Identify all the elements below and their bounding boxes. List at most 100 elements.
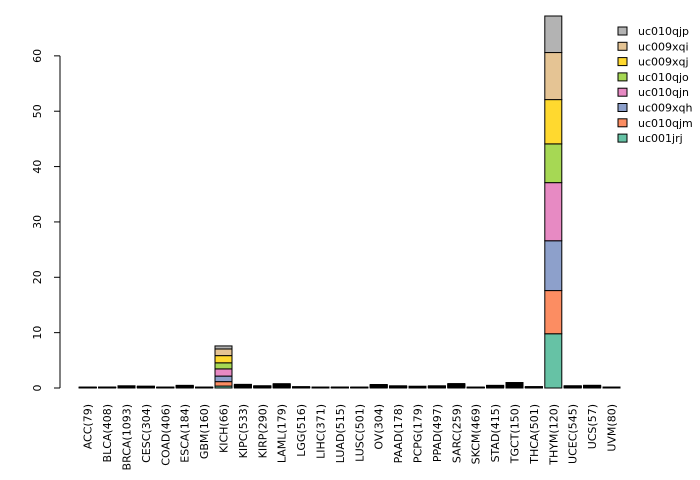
bar-PAAD(178) <box>389 385 408 389</box>
x-tick-label-ESCA(184): ESCA(184) <box>179 404 192 463</box>
y-axis: 0 10 20 30 40 50 60 <box>31 49 61 392</box>
bar-LAML(179) <box>272 383 291 389</box>
bar-UVM(80) <box>602 386 621 389</box>
x-tick-label-UCEC(545): UCEC(545) <box>567 404 580 464</box>
bar-segment-uc010qjo-THYM(120) <box>544 143 563 184</box>
y-tick-label-20: 20 <box>31 270 44 284</box>
bar-segment-uc010qjm-KICH(66) <box>214 381 233 387</box>
legend-label-uc010qjn: uc010qjn <box>638 86 689 99</box>
legend-label-uc009xqi: uc009xqi <box>638 40 689 53</box>
bar-PPAD(497) <box>427 385 446 389</box>
bar-segment-uc009xqi-KICH(66) <box>214 348 233 357</box>
bar-LIHC(371) <box>311 386 330 389</box>
bar-segment-uc010qjp-LAML(179) <box>272 383 291 385</box>
bar-STAD(415) <box>486 384 505 389</box>
legend-swatch-uc010qjn <box>617 87 628 97</box>
legend-swatch-uc009xqj <box>617 57 628 67</box>
x-tick-label-BLCA(408): BLCA(408) <box>101 404 114 462</box>
legend-label-uc010qjp: uc010qjp <box>638 25 689 38</box>
legend-swatch-uc010qjp <box>617 26 628 36</box>
bar-ACC(79) <box>78 386 97 389</box>
y-tick-label-0: 0 <box>31 385 44 392</box>
legend-swatch-uc009xqh <box>617 103 628 112</box>
legend-label-uc009xqh: uc009xqh <box>638 102 693 115</box>
x-tick-label-THCA(501): THCA(501) <box>528 404 541 465</box>
bar-KIRP(290) <box>253 385 272 389</box>
x-tick-label-BRCA(1093): BRCA(1093) <box>121 404 134 470</box>
bar-segment-uc010qjn-THYM(120) <box>544 182 563 242</box>
bar-KIPC(533) <box>233 383 252 389</box>
y-tick-label-40: 40 <box>31 160 44 174</box>
bar-segment-uc010qjm-THYM(120) <box>544 290 563 335</box>
x-tick-label-GBM(160): GBM(160) <box>198 404 211 459</box>
x-tick-label-PAAD(178): PAAD(178) <box>392 404 405 463</box>
x-tick-label-ACC(79): ACC(79) <box>82 404 95 449</box>
bar-COAD(406) <box>156 386 175 389</box>
legend-item-uc009xqh: uc009xqh <box>617 102 693 115</box>
x-tick-label-STAD(415): STAD(415) <box>489 404 502 462</box>
x-tick-label-TGCT(150): TGCT(150) <box>509 404 522 464</box>
x-tick-label-KIPC(533): KIPC(533) <box>237 404 250 458</box>
legend-item-uc010qjp: uc010qjp <box>617 25 689 38</box>
legend-item-uc009xqj: uc009xqj <box>617 56 689 69</box>
legend-label-uc010qjm: uc010qjm <box>638 117 693 130</box>
bars-group <box>78 15 621 389</box>
legend-item-uc009xqi: uc009xqi <box>617 40 689 53</box>
bar-segment-uc010qjo-KICH(66) <box>214 362 233 370</box>
bar-LUSC(501) <box>350 386 369 389</box>
bar-LGG(516) <box>292 386 311 389</box>
y-tick-label-60: 60 <box>31 49 44 63</box>
bar-KICH(66) <box>214 345 233 389</box>
x-tick-label-SKCM(469): SKCM(469) <box>470 404 483 464</box>
x-tick-label-SARC(259): SARC(259) <box>450 404 463 463</box>
x-tick-label-LIHC(371): LIHC(371) <box>315 404 328 459</box>
bar-SKCM(469) <box>466 386 485 389</box>
bar-segment-uc010qjn-KICH(66) <box>214 368 233 377</box>
bar-UCS(57) <box>583 384 602 389</box>
bar-THCA(501) <box>524 386 543 389</box>
bar-segment-uc010qjp-THYM(120) <box>544 15 563 54</box>
bar-segment-uc010qjp-SARC(259) <box>447 383 466 385</box>
bar-TGCT(150) <box>505 382 524 389</box>
bar-OV(304) <box>369 384 388 389</box>
bar-segment-uc001jrj-THYM(120) <box>544 333 563 389</box>
bar-SARC(259) <box>447 383 466 389</box>
bar-CESC(304) <box>136 385 155 389</box>
legend-swatch-uc009xqi <box>617 41 628 51</box>
legend: uc010qjp uc009xqi uc009xqj uc010qjo uc010qjn… <box>617 25 693 145</box>
x-tick-label-COAD(406): COAD(406) <box>159 404 172 466</box>
legend-item-uc010qjo: uc010qjo <box>617 71 689 84</box>
legend-item-uc010qjn: uc010qjn <box>617 86 689 99</box>
bar-GBM(160) <box>195 386 214 389</box>
x-axis-labels: ACC(79) BLCA(408) BRCA(1093) CESC(304) COAD(… <box>82 404 619 470</box>
bar-segment-uc009xqh-THYM(120) <box>544 240 563 292</box>
x-tick-label-THYM(120): THYM(120) <box>547 404 560 466</box>
x-tick-label-PPAD(497): PPAD(497) <box>431 404 444 462</box>
bar-LUAD(515) <box>330 386 349 389</box>
x-tick-label-OV(304): OV(304) <box>373 404 386 450</box>
x-tick-label-LAML(179): LAML(179) <box>276 404 289 463</box>
bar-segment-uc009xqh-KICH(66) <box>214 375 233 383</box>
x-tick-label-LUAD(515): LUAD(515) <box>334 404 347 463</box>
x-tick-label-KIRP(290): KIRP(290) <box>256 404 269 458</box>
bar-BLCA(408) <box>98 386 117 389</box>
bar-segment-uc009xqj-THYM(120) <box>544 99 563 145</box>
x-tick-label-PCPG(179): PCPG(179) <box>412 404 425 463</box>
x-tick-label-UVM(80): UVM(80) <box>606 404 619 452</box>
legend-label-uc001jrj: uc001jrj <box>638 132 683 145</box>
bar-UCEC(545) <box>563 385 582 389</box>
bar-THYM(120) <box>544 15 563 389</box>
bar-segment-uc009xqj-KICH(66) <box>214 355 233 364</box>
legend-swatch-uc010qjo <box>617 72 628 82</box>
legend-label-uc009xqj: uc009xqj <box>638 56 689 69</box>
bar-segment-uc010qjp-KICH(66) <box>214 345 233 350</box>
bar-BRCA(1093) <box>117 385 136 389</box>
bar-segment-uc009xqi-THYM(120) <box>544 52 563 101</box>
bar-ESCA(184) <box>175 384 194 389</box>
x-tick-label-LUSC(501): LUSC(501) <box>353 404 366 462</box>
legend-item-uc010qjm: uc010qjm <box>617 117 693 130</box>
bar-PCPG(179) <box>408 385 427 389</box>
legend-swatch-uc001jrj <box>617 133 628 143</box>
x-tick-label-UCS(57): UCS(57) <box>586 404 599 449</box>
